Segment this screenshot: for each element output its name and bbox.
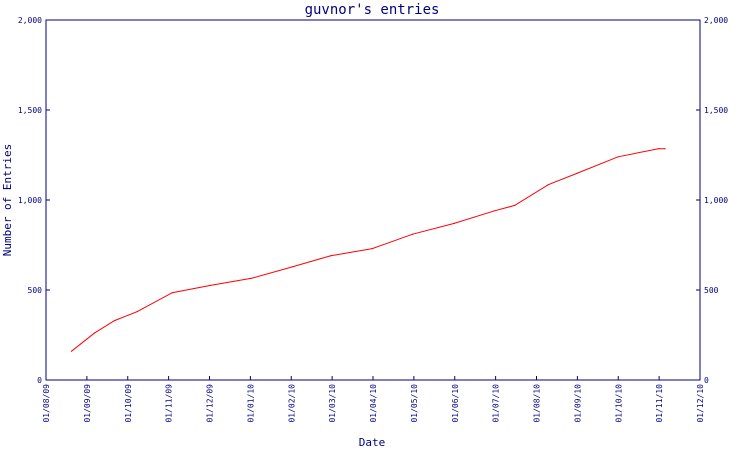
data-point: [657, 148, 660, 150]
data-point: [136, 311, 138, 313]
x-tick-label: 01/10/09: [124, 384, 133, 423]
y-tick-label-right: 2,000: [704, 16, 728, 25]
y-tick-label-left: 1,500: [18, 106, 42, 115]
x-tick-label: 01/08/10: [533, 384, 542, 423]
data-point: [664, 148, 666, 150]
data-point: [371, 248, 373, 250]
x-tick-label: 01/08/09: [42, 384, 51, 423]
data-point: [171, 292, 173, 294]
data-point: [577, 172, 579, 174]
data-point: [292, 266, 294, 268]
x-tick-label: 01/12/09: [206, 384, 215, 423]
data-point: [493, 210, 496, 212]
y-tick-label-right: 500: [704, 286, 719, 295]
data-point: [547, 184, 549, 186]
y-tick-label-left: 2,000: [18, 16, 42, 25]
x-axis-title: Date: [359, 436, 386, 449]
data-point: [209, 284, 211, 287]
x-axis: 01/08/09 01/09/09 01/10/09 01/11/09 01/12/09…: [42, 376, 705, 423]
data-point: [412, 233, 414, 235]
data-point: [330, 255, 332, 257]
x-tick-label: 01/06/10: [451, 384, 460, 423]
y-tick-label-left: 0: [37, 376, 42, 385]
y-tick-label-left: 1,000: [18, 196, 42, 205]
y-axis-left: 0 500 1,000 1,500 2,000: [18, 16, 50, 385]
x-tick-label: 01/01/10: [246, 384, 255, 423]
y-tick-label-right: 1,000: [704, 196, 728, 205]
x-tick-label: 01/12/10: [696, 384, 705, 423]
data-point: [70, 350, 73, 352]
chart-title: guvnor's entries: [305, 2, 440, 18]
series-line: [71, 148, 666, 352]
x-tick-label: 01/02/10: [287, 384, 296, 423]
y-tick-label-right: 0: [704, 376, 709, 385]
data-point: [514, 204, 516, 206]
x-tick-label: 01/11/09: [165, 384, 174, 423]
x-tick-label: 01/04/10: [369, 384, 378, 423]
x-tick-label: 01/07/10: [492, 384, 501, 423]
y-tick-label-right: 1,500: [704, 106, 728, 115]
y-axis-right: 0 500 1,000 1,500 2,000: [696, 16, 728, 385]
series-layer: [70, 148, 666, 352]
data-point: [453, 222, 455, 224]
x-tick-label: 01/09/10: [573, 384, 582, 423]
data-point: [617, 156, 619, 158]
x-tick-label: 01/05/10: [410, 384, 419, 423]
x-tick-label: 01/03/10: [328, 384, 337, 423]
x-tick-label: 01/10/10: [614, 384, 623, 423]
data-point: [93, 332, 95, 334]
y-axis-title: Number of Entries: [1, 144, 14, 257]
data-point: [250, 277, 253, 279]
y-tick-label-left: 500: [28, 286, 43, 295]
x-tick-label: 01/09/09: [83, 384, 92, 423]
data-point: [113, 320, 116, 322]
plot-area-frame: [45, 19, 701, 381]
x-tick-label: 01/11/10: [655, 384, 664, 423]
